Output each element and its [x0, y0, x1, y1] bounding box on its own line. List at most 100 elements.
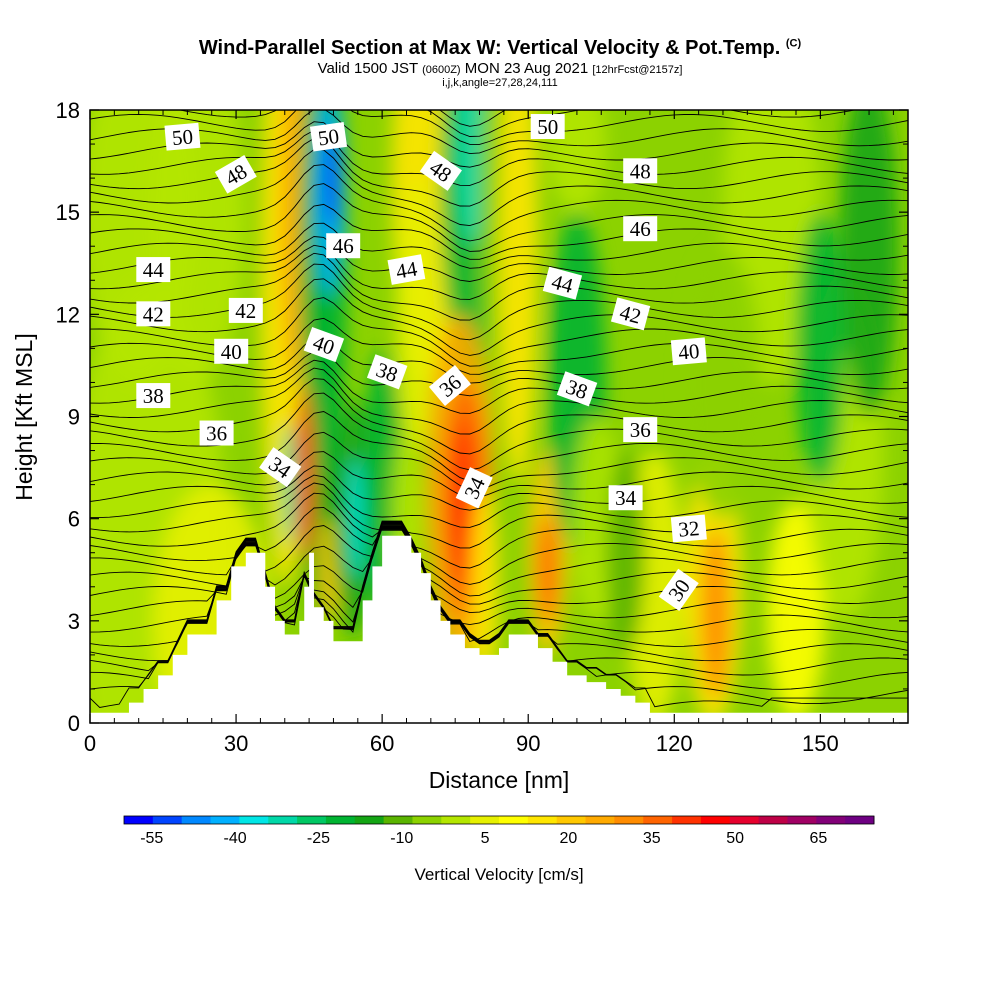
- y-tick-label: 15: [56, 200, 80, 225]
- colorbar-swatch: [643, 816, 673, 824]
- contour-label: 32: [670, 514, 707, 543]
- colorbar-swatch: [124, 816, 154, 824]
- theta-contour-line: [90, 336, 908, 384]
- colorbar-tick-label: 5: [481, 830, 490, 847]
- contour-label-text: 44: [143, 258, 165, 282]
- velocity-cell: [839, 110, 899, 417]
- colorbar: -55 -40 -25 -10 5 20 35 50 65: [123, 815, 875, 847]
- theta-contour-line: [90, 506, 908, 585]
- x-tick-label: 90: [516, 731, 540, 756]
- contour-label-text: 36: [630, 418, 651, 442]
- theta-contour-line: [90, 110, 908, 155]
- grid-indices-line: i,j,k,angle=27,28,24,111: [442, 77, 558, 89]
- theta-contour-line: [90, 203, 908, 260]
- y-tick-label: 6: [68, 507, 80, 532]
- colorbar-swatch: [527, 816, 558, 824]
- colorbar-swatch: [845, 816, 875, 824]
- colorbar-swatch: [239, 816, 269, 824]
- x-axis-label: Distance [nm]: [429, 767, 570, 793]
- contour-label: 42: [136, 301, 171, 327]
- colorbar-swatch: [470, 816, 500, 824]
- theta-contour-line: [90, 359, 908, 414]
- theta-contour-line: [90, 527, 908, 605]
- theta-contour-line: [90, 474, 908, 528]
- y-tick-label: 9: [68, 405, 80, 430]
- colorbar-label: Vertical Velocity [cm/s]: [414, 865, 583, 884]
- x-tick-label: 150: [802, 731, 839, 756]
- colorbar-swatch: [585, 816, 615, 824]
- colorbar-swatch: [268, 816, 298, 824]
- colorbar-tick-label: -40: [224, 830, 247, 847]
- theta-contour-line: [90, 451, 908, 499]
- contour-label-text: 34: [615, 486, 637, 510]
- colorbar-swatch: [383, 816, 413, 824]
- colorbar-swatch: [325, 816, 356, 824]
- colorbar-swatch: [700, 816, 731, 824]
- contour-label-text: 50: [317, 124, 341, 151]
- theta-contour-line: [90, 110, 908, 145]
- theta-contour-line: [90, 525, 908, 626]
- y-tick-label: 0: [68, 711, 80, 736]
- contour-label: 42: [228, 297, 263, 323]
- contour-label-text: 50: [537, 115, 558, 139]
- theta-contour-line: [438, 110, 507, 127]
- contour-label: 46: [623, 216, 658, 242]
- contour-label: 44: [542, 266, 583, 300]
- colorbar-swatch: [787, 816, 817, 824]
- contour-label-text: 38: [143, 384, 164, 408]
- velocity-cell: [318, 518, 339, 621]
- contour-label-text: 48: [630, 159, 651, 183]
- contour-label-text: 40: [221, 340, 242, 364]
- theta-contour-line: [90, 183, 908, 252]
- velocity-cell: [302, 413, 313, 543]
- colorbar-swatch: [181, 816, 212, 824]
- contour-label: 38: [366, 354, 408, 390]
- theta-contour-line: [90, 252, 908, 321]
- x-axis: 0 30 60 90 120 150: [84, 110, 894, 756]
- contour-label-text: 32: [677, 516, 700, 542]
- colorbar-swatch: [152, 816, 183, 824]
- theta-contour-line: [90, 236, 908, 282]
- colorbar-swatch: [297, 816, 327, 824]
- valid-time-subtitle: Valid 1500 JST (0600Z) MON 23 Aug 2021 […: [317, 60, 683, 77]
- theta-contour-line: [90, 350, 908, 397]
- contour-label: 38: [136, 383, 171, 409]
- contour-label: 34: [608, 485, 643, 511]
- theta-contour-line: [90, 129, 908, 186]
- contour-label-text: 42: [235, 299, 256, 323]
- contour-label-text: 36: [206, 422, 227, 446]
- theta-contour-line: [90, 367, 908, 435]
- chart-title: Wind-Parallel Section at Max W: Vertical…: [198, 37, 802, 59]
- contour-label: 36: [199, 420, 234, 446]
- theta-contour-line: [90, 278, 908, 356]
- contour-label: 44: [136, 257, 171, 283]
- colorbar-swatch: [758, 816, 788, 824]
- theta-contour-line: [177, 110, 857, 137]
- contour-label-text: 46: [630, 217, 651, 241]
- contour-label: 42: [610, 297, 651, 331]
- x-tick-label: 0: [84, 731, 96, 756]
- x-tick-label: 120: [656, 731, 693, 756]
- velocity-cell: [396, 178, 436, 451]
- contour-label: 50: [309, 122, 348, 152]
- colorbar-tick-label: -25: [307, 830, 330, 847]
- velocity-cell: [796, 212, 845, 485]
- colorbar-tick-label: -55: [140, 830, 163, 847]
- velocity-cell: [606, 450, 646, 655]
- contour-label: 46: [326, 233, 361, 259]
- colorbar-swatch: [614, 816, 644, 824]
- terrain-mask: [90, 535, 908, 723]
- theta-contour-line: [90, 121, 908, 168]
- y-tick-label: 3: [68, 609, 80, 634]
- x-tick-label: 30: [224, 731, 248, 756]
- contour-label: 36: [623, 417, 658, 443]
- contour-label: 50: [164, 122, 201, 151]
- colorbar-tick-label: -10: [390, 830, 413, 847]
- theta-contour-line: [90, 465, 908, 511]
- contour-label-text: 40: [677, 339, 700, 365]
- contour-label: 40: [214, 338, 249, 364]
- colorbar-frame: [123, 815, 875, 825]
- y-tick-label: 18: [56, 98, 80, 123]
